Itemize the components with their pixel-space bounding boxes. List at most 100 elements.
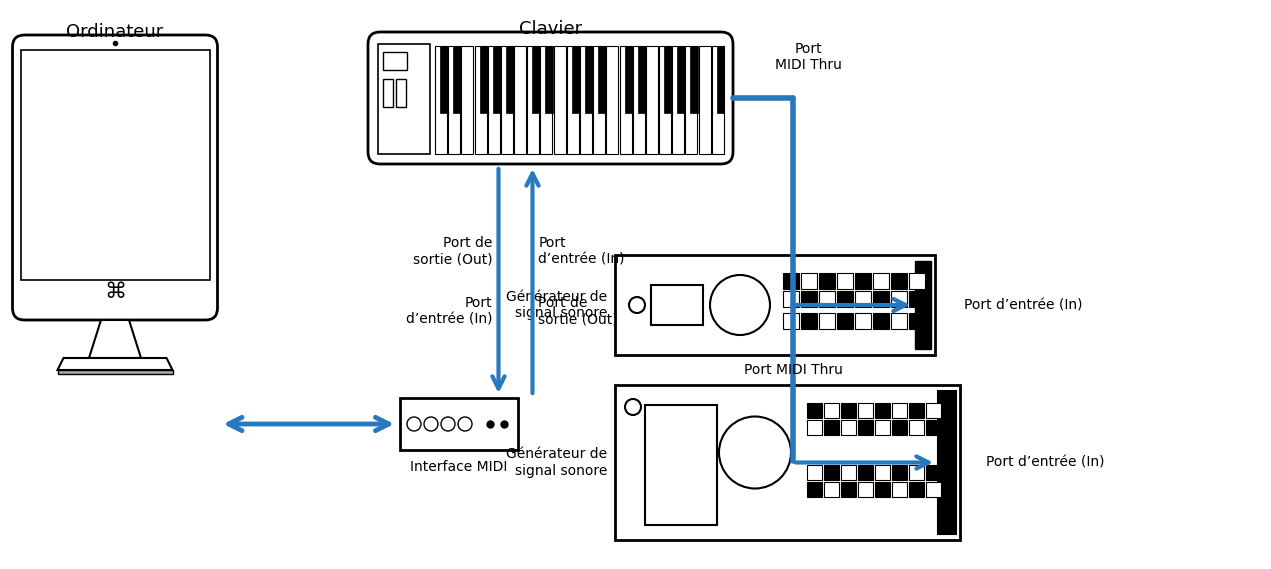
Bar — [909, 482, 924, 497]
Bar — [909, 273, 925, 289]
Bar — [909, 465, 924, 480]
Bar — [915, 261, 930, 349]
Bar — [685, 46, 698, 154]
Bar — [580, 46, 592, 154]
Bar — [873, 313, 888, 329]
Text: Port
d’entrée (In): Port d’entrée (In) — [405, 296, 492, 326]
Circle shape — [629, 297, 644, 313]
Bar — [20, 50, 210, 280]
Text: Ordinateur: Ordinateur — [66, 23, 164, 41]
Polygon shape — [57, 358, 173, 370]
Bar — [624, 46, 632, 113]
Bar — [858, 482, 873, 497]
Bar — [501, 46, 513, 154]
Text: Interface MIDI: Interface MIDI — [411, 460, 507, 474]
Bar — [717, 46, 724, 113]
Bar — [474, 46, 487, 154]
Bar — [377, 44, 430, 154]
Bar — [615, 255, 935, 355]
Bar — [824, 420, 839, 435]
Bar — [493, 46, 501, 113]
Bar — [891, 273, 907, 289]
Bar — [633, 46, 644, 154]
Circle shape — [719, 417, 791, 489]
Bar — [567, 46, 578, 154]
Text: ⌘: ⌘ — [104, 282, 126, 302]
Bar — [927, 403, 941, 418]
Bar — [801, 313, 817, 329]
Bar — [927, 420, 941, 435]
Circle shape — [407, 417, 421, 431]
Circle shape — [710, 275, 770, 335]
Text: Port
d’entrée (In): Port d’entrée (In) — [539, 236, 625, 266]
Bar — [801, 273, 817, 289]
Bar — [874, 465, 890, 480]
Bar — [841, 420, 855, 435]
Text: Port de
sortie (Out): Port de sortie (Out) — [413, 236, 492, 266]
Bar — [819, 273, 835, 289]
Bar — [554, 46, 566, 154]
Bar — [892, 465, 907, 480]
Text: Port MIDI Thru: Port MIDI Thru — [744, 363, 843, 377]
Bar — [513, 46, 526, 154]
Bar — [841, 482, 855, 497]
Text: Générateur de
signal sonore: Générateur de signal sonore — [506, 447, 608, 477]
Bar — [909, 291, 925, 307]
Bar — [874, 482, 890, 497]
Polygon shape — [89, 320, 141, 358]
Bar — [838, 273, 853, 289]
FancyBboxPatch shape — [369, 32, 733, 164]
Bar — [938, 391, 956, 534]
Bar — [461, 46, 473, 154]
Bar — [855, 273, 871, 289]
Bar — [449, 46, 460, 154]
Bar — [841, 403, 855, 418]
Bar — [712, 46, 723, 154]
Bar — [838, 291, 853, 307]
Text: Port de
sortie (Out): Port de sortie (Out) — [539, 296, 618, 326]
Bar — [873, 291, 888, 307]
Bar — [807, 420, 822, 435]
FancyBboxPatch shape — [13, 35, 217, 320]
Bar — [855, 291, 871, 307]
Bar — [891, 313, 907, 329]
Bar — [383, 52, 407, 70]
Bar — [783, 273, 799, 289]
Bar — [838, 313, 853, 329]
Bar — [488, 46, 500, 154]
Bar — [545, 46, 553, 113]
Bar — [927, 465, 941, 480]
Bar — [841, 465, 855, 480]
Bar — [855, 313, 871, 329]
Bar — [892, 420, 907, 435]
Bar — [619, 46, 632, 154]
Circle shape — [441, 417, 455, 431]
Bar — [665, 46, 672, 113]
Bar — [594, 46, 605, 154]
Bar — [383, 79, 393, 107]
Bar — [572, 46, 580, 113]
Bar — [672, 46, 684, 154]
Text: Clavier: Clavier — [519, 20, 582, 38]
Bar — [874, 420, 890, 435]
Bar — [651, 285, 703, 325]
Bar — [783, 291, 799, 307]
Bar — [644, 405, 717, 525]
Bar — [824, 403, 839, 418]
Bar — [533, 46, 540, 113]
Bar — [646, 46, 658, 154]
Bar — [397, 79, 405, 107]
Bar — [585, 46, 592, 113]
Bar — [824, 482, 839, 497]
Bar — [858, 465, 873, 480]
Bar — [615, 385, 960, 540]
Bar — [874, 403, 890, 418]
Bar — [801, 291, 817, 307]
Bar — [435, 46, 447, 154]
Bar — [873, 273, 888, 289]
Bar — [599, 46, 606, 113]
Bar — [858, 420, 873, 435]
Text: Port d’entrée (In): Port d’entrée (In) — [986, 456, 1104, 469]
Bar — [819, 291, 835, 307]
Circle shape — [458, 417, 472, 431]
